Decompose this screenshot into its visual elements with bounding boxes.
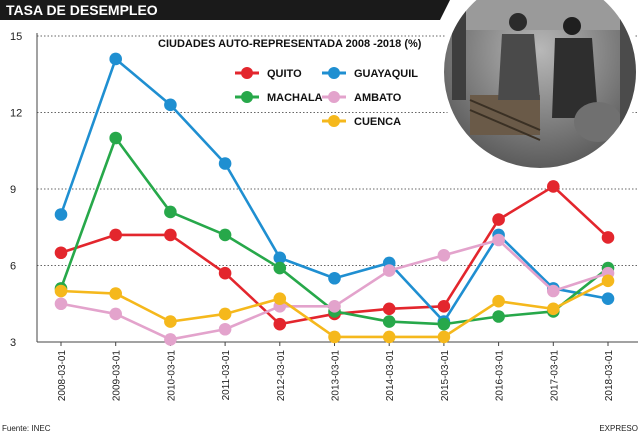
x-tick-label: 2016-03-01 <box>495 350 506 402</box>
legend-swatch-marker <box>328 91 340 103</box>
data-point-machala <box>437 317 451 331</box>
data-point-quito <box>492 213 505 226</box>
data-point-ambato <box>547 284 560 298</box>
x-tick-label: 2018-03-01 <box>604 350 615 402</box>
legend-item-guayaquil: GUAYAQUIL <box>322 67 418 80</box>
y-tick-label: 9 <box>10 184 16 196</box>
legend-label: GUAYAQUIL <box>354 68 418 80</box>
legend-swatch-marker <box>328 67 340 79</box>
title-band: TASA DE DESEMPLEO <box>0 0 450 20</box>
source-note: Fuente: INEC <box>2 424 51 433</box>
legend-swatch-marker <box>328 115 340 127</box>
data-point-cuenca <box>382 330 396 344</box>
chart-title: TASA DE DESEMPLEO <box>6 2 158 18</box>
data-point-cuenca <box>54 284 68 298</box>
legend-item-quito: QUITO <box>235 67 302 80</box>
legend-label: QUITO <box>267 68 302 80</box>
data-point-quito <box>601 231 615 244</box>
data-point-guayaquil <box>54 208 68 221</box>
data-point-quito <box>164 228 177 242</box>
legend-label: AMBATO <box>354 92 402 104</box>
legend-swatch-marker <box>241 91 253 103</box>
y-tick-labels: 3 6 9 12 15 <box>10 31 22 349</box>
x-tick-label: 2013-03-01 <box>331 350 342 402</box>
x-tick-labels: 2008-03-01 2009-03-01 2010-03-01 2011-03-01… <box>57 342 615 401</box>
series-ambato <box>54 233 615 346</box>
x-tick-label: 2017-03-01 <box>549 350 560 402</box>
data-point-machala <box>218 228 232 242</box>
data-point-quito <box>109 228 122 242</box>
data-point-cuenca <box>328 330 341 344</box>
legend-swatch-marker <box>241 67 253 79</box>
data-point-machala <box>382 315 396 328</box>
legend: QUITO GUAYAQUIL MACHALA AMBATO CUENCA <box>235 67 418 128</box>
data-point-quito <box>218 266 232 280</box>
y-tick-label: 3 <box>10 337 16 349</box>
data-point-machala <box>273 261 287 275</box>
x-tick-label: 2014-03-01 <box>385 350 396 402</box>
x-tick-label: 2008-03-01 <box>57 350 68 402</box>
x-tick-label: 2009-03-01 <box>112 350 123 402</box>
data-point-ambato <box>109 307 122 321</box>
data-point-ambato <box>54 297 68 311</box>
data-point-cuenca <box>437 330 451 344</box>
y-tick-label: 12 <box>10 108 22 120</box>
data-point-cuenca <box>547 302 560 316</box>
data-point-quito <box>437 300 451 313</box>
data-point-guayaquil <box>109 52 122 66</box>
data-point-quito <box>547 180 560 193</box>
data-point-quito <box>382 302 396 316</box>
x-tick-label: 2011-03-01 <box>221 350 232 401</box>
data-point-ambato <box>382 264 396 277</box>
legend-item-ambato: AMBATO <box>322 91 402 104</box>
data-point-cuenca <box>492 294 505 308</box>
legend-item-machala: MACHALA <box>235 91 323 104</box>
data-point-guayaquil <box>328 271 341 285</box>
chart-subtitle: CIUDADES AUTO-REPRESENTADA 2008 -2018 (%… <box>158 38 422 50</box>
series-layer <box>54 52 615 346</box>
legend-item-cuenca: CUENCA <box>322 115 401 128</box>
legend-label: CUENCA <box>354 116 401 128</box>
data-point-quito <box>54 246 68 260</box>
data-point-ambato <box>437 249 451 262</box>
data-point-guayaquil <box>164 98 177 112</box>
x-tick-label: 2015-03-01 <box>440 350 451 402</box>
data-point-cuenca <box>218 307 232 321</box>
series-cuenca <box>54 274 615 344</box>
legend-label: MACHALA <box>267 92 323 104</box>
credit-note: EXPRESO <box>599 424 638 433</box>
data-point-ambato <box>164 333 177 346</box>
series-line-ambato <box>59 238 610 341</box>
x-tick-label: 2012-03-01 <box>276 350 287 402</box>
data-point-guayaquil <box>601 292 615 305</box>
data-point-machala <box>164 205 177 219</box>
workers-photo-icon <box>439 0 640 173</box>
title-background <box>0 0 450 20</box>
y-tick-label: 15 <box>10 31 22 43</box>
y-tick-label: 6 <box>10 261 16 273</box>
data-point-cuenca <box>164 315 177 328</box>
data-point-cuenca <box>109 287 122 300</box>
data-point-guayaquil <box>273 251 287 265</box>
x-tick-label: 2010-03-01 <box>166 350 177 402</box>
data-point-guayaquil <box>218 157 232 170</box>
data-point-cuenca <box>601 274 615 288</box>
series-guayaquil <box>54 52 615 328</box>
data-point-ambato <box>492 233 505 247</box>
data-point-machala <box>492 310 505 323</box>
data-point-quito <box>273 317 287 331</box>
data-point-ambato <box>218 322 232 336</box>
data-point-cuenca <box>273 292 287 305</box>
data-point-ambato <box>328 300 341 313</box>
data-point-machala <box>109 131 122 145</box>
